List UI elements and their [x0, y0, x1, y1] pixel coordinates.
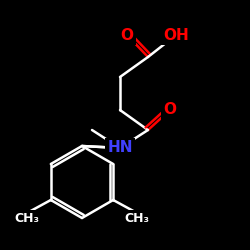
Text: HN: HN [107, 140, 133, 156]
Text: O: O [164, 102, 176, 118]
Text: O: O [120, 28, 134, 42]
Text: CH₃: CH₃ [125, 212, 150, 224]
Text: CH₃: CH₃ [14, 212, 39, 224]
Text: OH: OH [163, 28, 189, 42]
